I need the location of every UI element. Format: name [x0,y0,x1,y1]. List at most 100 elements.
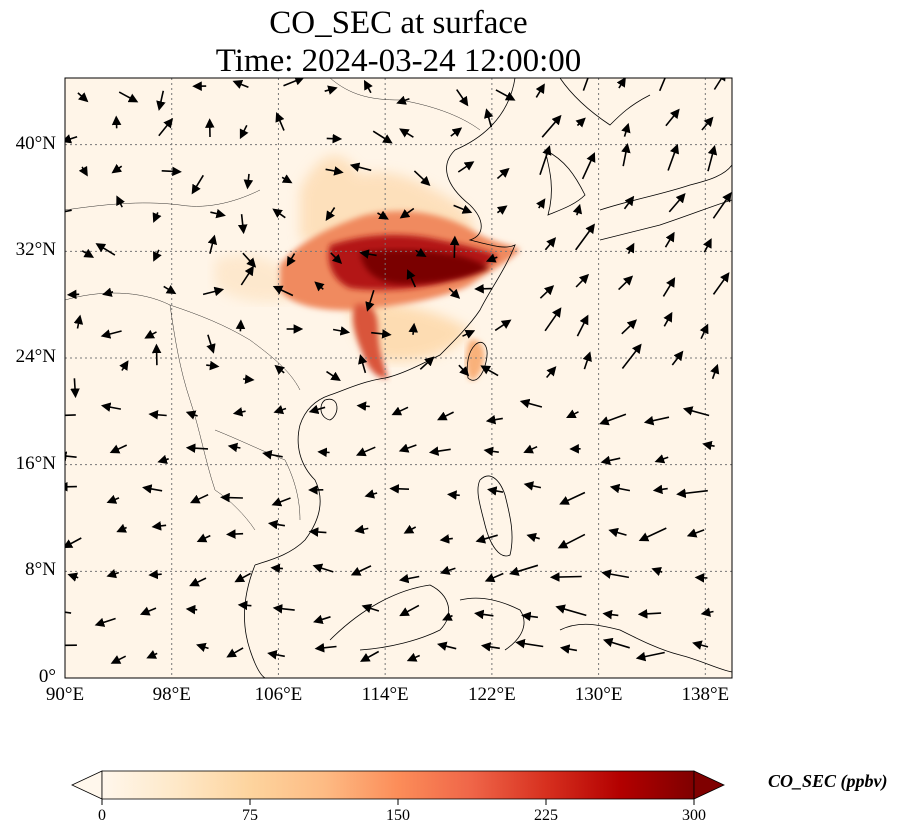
wind-arrow [144,329,157,339]
wind-arrow [692,640,709,650]
wind-arrow [220,492,243,503]
colorbar-extend-max [693,770,725,800]
wind-arrow [408,322,419,335]
wind-arrow [356,401,370,411]
wind-arrow [694,573,708,583]
wind-arrow [326,133,343,144]
wind-arrow [599,413,627,426]
wind-arrow [65,414,76,417]
wind-arrow [710,363,720,380]
wind-arrow [262,450,283,460]
wind-arrow [618,275,634,291]
wind-arrow [350,565,372,576]
wind-arrow [191,174,204,195]
wind-arrow [330,252,343,265]
wind-arrow [118,91,139,103]
wind-arrow [372,130,393,144]
colorbar-extend-min [71,770,103,800]
wind-arrow [495,89,516,101]
lon-tick-label: 130°E [574,684,623,705]
wind-arrow [146,649,158,659]
wind-arrow [535,83,545,98]
wind-arrow [608,527,627,538]
wind-arrow [581,152,596,180]
wind-arrow [65,209,72,213]
wind-arrow [326,370,341,382]
wind-arrow [275,112,285,131]
wind-arrow [190,493,209,504]
wind-arrow [457,161,475,173]
wind-arrow [712,191,732,219]
wind-arrow [462,329,476,339]
wind-arrow [575,223,595,251]
wind-arrow [676,488,708,499]
wind-arrow [526,532,540,543]
wind-arrow [712,272,730,295]
wind-arrow [308,527,327,537]
wind-arrow [663,311,673,327]
lon-tick-label: 122°E [468,684,516,705]
wind-arrow [185,604,198,615]
chart-title-line2: Time: 2024-03-24 12:00:00 [215,43,582,79]
wind-arrow [643,415,670,426]
wind-arrow [703,238,712,253]
wind-arrow [600,455,621,466]
wind-arrow [163,285,177,295]
wind-arrow [658,78,671,92]
wind-arrow [662,277,676,297]
wind-arrow [354,524,369,535]
wind-arrow [106,494,120,504]
wind-arrow [270,563,283,574]
wind-arrow [541,114,562,138]
wind-arrow [494,319,512,332]
wind-arrow [651,566,663,577]
lat-tick-label: 40°N [15,132,56,154]
wind-arrow [355,446,376,457]
wind-arrow [185,443,209,453]
wind-arrow [360,650,380,662]
wind-arrow [652,484,668,495]
wind-arrow [365,289,375,312]
wind-arrow [523,481,542,491]
wind-arrow [439,565,456,575]
wind-arrow [713,78,727,90]
wind-arrow [308,404,326,415]
wind-arrow [271,497,291,507]
wind-arrow [637,609,662,619]
wind-arrow [116,195,125,208]
wind-arrow [65,451,77,461]
lon-tick-label: 114°E [361,684,409,705]
wind-arrow [523,444,538,454]
wind-arrow [286,253,296,267]
wind-arrow [406,652,421,662]
map-background [65,78,732,678]
wind-arrow [625,242,635,254]
wind-arrow [267,519,286,530]
wind-arrow [95,243,116,256]
wind-arrow [621,343,642,369]
wind-arrow [668,192,686,213]
wind-arrow [151,521,167,531]
wind-arrow [272,604,295,614]
wind-arrow [701,116,714,131]
wind-arrow [106,569,120,579]
wind-arrow [453,204,473,214]
lon-tick-label: 90°E [45,684,85,705]
wind-arrow [474,609,494,620]
wind-arrow [100,402,122,412]
wind-arrow [566,409,579,419]
wind-arrow [210,208,226,219]
wind-arrow [609,483,631,494]
wind-arrow [237,214,248,235]
wind-arrow [283,78,305,87]
wind-arrow [332,326,351,336]
wind-arrow [475,534,498,544]
wind-arrow [545,366,557,379]
wind-arrow [110,655,127,664]
colorbar-tick-label: 150 [386,807,410,824]
wind-arrow [67,572,79,582]
wind-arrow [621,122,631,137]
wind-arrow [206,334,216,354]
wind-arrow [515,638,544,649]
wind-arrow [484,108,494,128]
